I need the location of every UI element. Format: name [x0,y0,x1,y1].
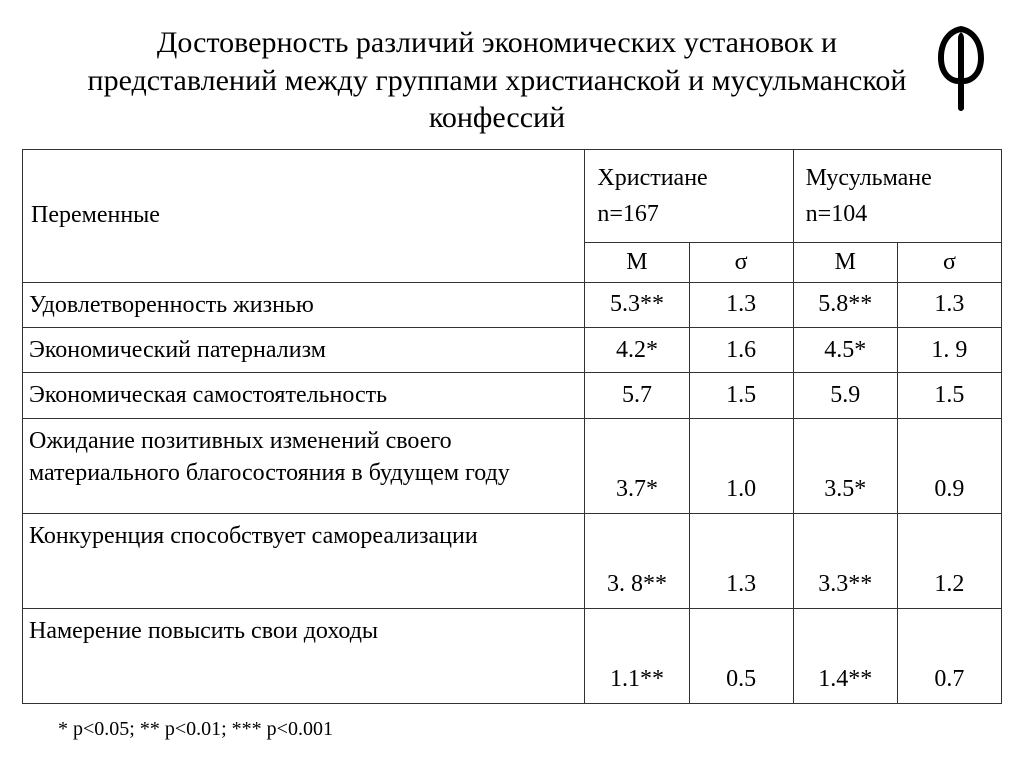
slide: Достоверность различий экономических уст… [0,0,1024,768]
table-row: Экономическая самостоятельность 5.7 1.5 … [23,373,1002,418]
cell: 5.7 [585,373,689,418]
col-s1: σ [689,242,793,282]
col-header-group-2: Мусульмане n=104 [793,149,1001,242]
col-m1: M [585,242,689,282]
cell: 5.9 [793,373,897,418]
row-label: Удовлетворенность жизнью [23,282,585,327]
group1-name: Христиане [597,165,707,191]
significance-footnote: * p<0.05; ** p<0.01; *** p<0.001 [58,718,1004,741]
row-label: Намерение повысить свои доходы [23,608,585,703]
table-row: Удовлетворенность жизнью 5.3** 1.3 5.8**… [23,282,1002,327]
row-label: Экономический патернализм [23,327,585,372]
cell: 3.3** [793,513,897,608]
cell: 1.3 [689,282,793,327]
cell: 0.5 [689,608,793,703]
cell: 1.3 [689,513,793,608]
table-row: Экономический патернализм 4.2* 1.6 4.5* … [23,327,1002,372]
cell: 4.2* [585,327,689,372]
col-m2: M [793,242,897,282]
cell: 3. 8** [585,513,689,608]
slide-title: Достоверность различий экономических уст… [80,24,914,137]
psi-logo [926,18,996,112]
cell: 1.1** [585,608,689,703]
cell: 1.3 [897,282,1001,327]
cell: 1.6 [689,327,793,372]
cell: 0.7 [897,608,1001,703]
cell: 5.8** [793,282,897,327]
table-row: Ожидание позитивных изменений своего мат… [23,418,1002,513]
cell: 1. 9 [897,327,1001,372]
header-row-groups: Переменные Христиане n=167 Мусульмане n=… [23,149,1002,242]
row-label: Ожидание позитивных изменений своего мат… [23,418,585,513]
cell: 1.2 [897,513,1001,608]
cell: 5.3** [585,282,689,327]
table-row: Намерение повысить свои доходы 1.1** 0.5… [23,608,1002,703]
cell: 0.9 [897,418,1001,513]
cell: 3.7* [585,418,689,513]
row-label: Экономическая самостоятельность [23,373,585,418]
group1-n: n=167 [597,201,659,227]
col-s2: σ [897,242,1001,282]
col-header-variables: Переменные [23,149,585,282]
group2-name: Мусульмане [806,165,932,191]
group2-n: n=104 [806,201,868,227]
comparison-table: Переменные Христиане n=167 Мусульмане n=… [22,149,1002,704]
cell: 3.5* [793,418,897,513]
row-label: Конкуренция способствует самореализации [23,513,585,608]
col-header-group-1: Христиане n=167 [585,149,793,242]
cell: 1.5 [897,373,1001,418]
cell: 1.4** [793,608,897,703]
cell: 4.5* [793,327,897,372]
table-row: Конкуренция способствует самореализации … [23,513,1002,608]
cell: 1.0 [689,418,793,513]
cell: 1.5 [689,373,793,418]
